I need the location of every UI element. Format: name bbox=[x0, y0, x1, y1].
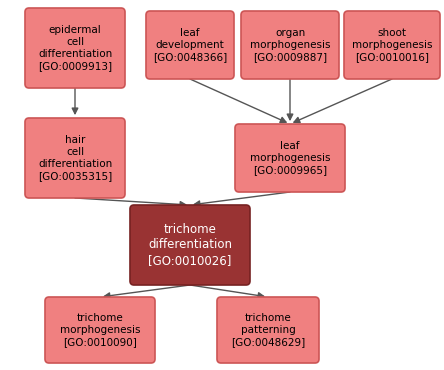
Text: shoot
morphogenesis
[GO:0010016]: shoot morphogenesis [GO:0010016] bbox=[352, 28, 432, 62]
Text: trichome
differentiation
[GO:0010026]: trichome differentiation [GO:0010026] bbox=[148, 223, 232, 267]
Text: trichome
patterning
[GO:0048629]: trichome patterning [GO:0048629] bbox=[231, 313, 305, 347]
Text: epidermal
cell
differentiation
[GO:0009913]: epidermal cell differentiation [GO:00099… bbox=[38, 25, 112, 71]
Text: leaf
development
[GO:0048366]: leaf development [GO:0048366] bbox=[153, 28, 227, 62]
FancyBboxPatch shape bbox=[45, 297, 155, 363]
FancyBboxPatch shape bbox=[130, 205, 250, 285]
Text: hair
cell
differentiation
[GO:0035315]: hair cell differentiation [GO:0035315] bbox=[38, 135, 112, 181]
FancyBboxPatch shape bbox=[146, 11, 234, 79]
Text: trichome
morphogenesis
[GO:0010090]: trichome morphogenesis [GO:0010090] bbox=[60, 313, 140, 347]
FancyBboxPatch shape bbox=[344, 11, 440, 79]
Text: organ
morphogenesis
[GO:0009887]: organ morphogenesis [GO:0009887] bbox=[250, 28, 330, 62]
FancyBboxPatch shape bbox=[235, 124, 345, 192]
FancyBboxPatch shape bbox=[25, 8, 125, 88]
FancyBboxPatch shape bbox=[25, 118, 125, 198]
FancyBboxPatch shape bbox=[217, 297, 319, 363]
FancyBboxPatch shape bbox=[241, 11, 339, 79]
Text: leaf
morphogenesis
[GO:0009965]: leaf morphogenesis [GO:0009965] bbox=[250, 141, 330, 175]
